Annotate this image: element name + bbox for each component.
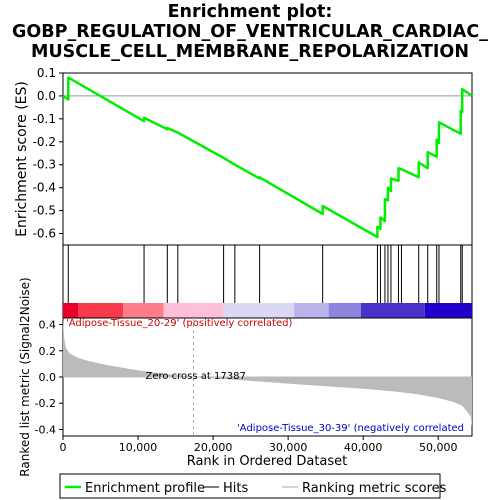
es-panel: 0.1 0.0 -0.1 -0.2 -0.3 -0.4 -0.5 -0.6 Enrichmen… [14, 66, 473, 246]
colorbar-segment [78, 303, 124, 318]
enrichment-profile-line [62, 76, 473, 239]
es-y-ticks: 0.1 0.0 -0.1 -0.2 -0.3 -0.4 -0.5 -0.6 [33, 66, 63, 241]
legend-enrichment-label: Enrichment profile [85, 481, 205, 496]
metric-y-tick-label: 0.4 [39, 319, 57, 332]
es-y-axis-label: Enrichment score (ES) [14, 81, 30, 237]
hits-panel [62, 244, 473, 319]
title-line-3: MUSCLE_CELL_MEMBRANE_REPOLARIZATION [31, 42, 469, 62]
colorbar-segment [424, 303, 472, 318]
legend: Enrichment profile Hits Ranking metric s… [59, 473, 447, 499]
metric-y-tick-label: 0.0 [39, 371, 57, 384]
metric-y-tick-label: -0.2 [35, 397, 56, 410]
metric-y-ticks: 0.4 0.2 0.0 -0.2 -0.4 [35, 319, 63, 436]
title-line-2: GOBP_REGULATION_OF_VENTRICULAR_CARDIAC_ [12, 22, 488, 42]
colorbar-segment [360, 303, 425, 318]
metric-panel: Zero cross at 17387 'Adipose-Tissue_20-2… [18, 277, 473, 477]
zero-cross-label: Zero cross at 17387 [145, 371, 245, 382]
colorbar-segment [328, 303, 361, 318]
metric-x-tick-label: 10,000 [119, 441, 158, 454]
metric-x-tick-label: 20,000 [194, 441, 233, 454]
es-y-tick-label: -0.3 [33, 158, 56, 172]
legend-ranking-metric-label: Ranking metric scores [302, 481, 447, 496]
metric-x-tick-label: 30,000 [269, 441, 308, 454]
positively-correlated-label: 'Adipose-Tissue_20-29' (positively corre… [66, 318, 292, 329]
es-y-tick-label: -0.4 [33, 181, 56, 195]
metric-y-tick-label: 0.2 [39, 345, 57, 358]
ranking-metric-area [63, 318, 472, 427]
colorbar-segment [123, 303, 164, 318]
legend-hits-label: Hits [223, 481, 248, 496]
es-y-tick-label: -0.5 [33, 204, 56, 218]
colorbar-segment [163, 303, 224, 318]
colorbar-segment [223, 303, 295, 318]
metric-x-tick-label: 50,000 [419, 441, 458, 454]
colorbar-segment [63, 303, 79, 318]
metric-x-axis-label: Rank in Ordered Dataset [187, 454, 348, 469]
chart-title: Enrichment plot: GOBP_REGULATION_OF_VENT… [0, 2, 500, 62]
metric-y-tick-label: -0.4 [35, 423, 56, 436]
colorbar-group [63, 303, 472, 318]
es-y-tick-label: 0.0 [37, 89, 56, 103]
metric-y-axis-label: Ranked list metric (Signal2Noise) [18, 277, 32, 476]
metric-x-tick-label: 40,000 [344, 441, 383, 454]
metric-x-tick-label: 0 [60, 441, 67, 454]
title-line-1: Enrichment plot: [167, 2, 333, 22]
metric-x-ticks: 0 10,000 20,000 30,000 40,000 50,000 [60, 436, 458, 454]
es-y-tick-label: -0.2 [33, 135, 56, 149]
es-y-tick-label: 0.1 [37, 66, 56, 80]
es-y-tick-label: -0.1 [33, 112, 56, 126]
negatively-correlated-label: 'Adipose-Tissue_30-39' (negatively corre… [237, 423, 464, 434]
colorbar-segment [294, 303, 329, 318]
es-y-tick-label: -0.6 [33, 227, 56, 241]
es-plot-frame [62, 72, 473, 246]
legend-frame [59, 473, 441, 499]
hits-group [67, 245, 463, 303]
